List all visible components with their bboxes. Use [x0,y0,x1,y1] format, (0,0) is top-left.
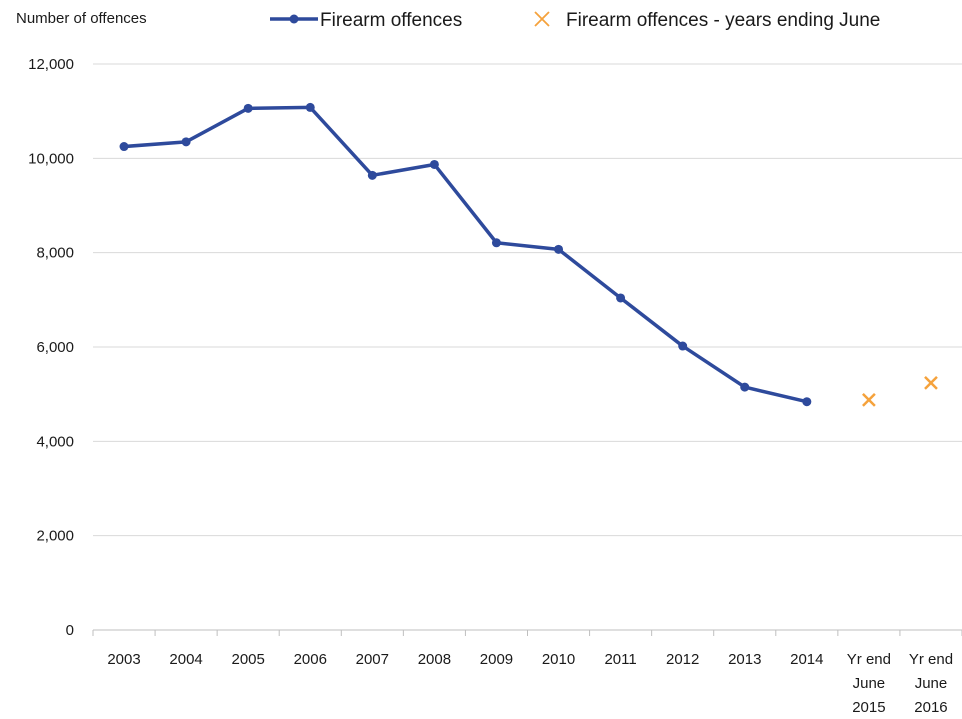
legend-swatch-marker [534,11,550,27]
data-point [740,382,750,392]
x-tick-label-line: 2011 [604,651,636,668]
x-tick-label-line: 2004 [169,651,202,668]
data-point [429,159,439,169]
data-point [554,244,564,254]
x-tick-label: 2006 [294,651,327,668]
y-axis-ticks: 0 2,000 4,000 6,000 8,000 10,000 12,000 [28,56,74,639]
x-tick-label: 2009 [480,651,513,668]
x-tick-label-line: 2016 [914,699,947,716]
gridlines [93,63,962,537]
series-line [123,105,808,404]
data-point [243,103,253,113]
legend-label: Firearm offences - years ending June [566,10,880,31]
legend: Firearm offences Firearm offences - years… [270,10,880,31]
x-tick-label: 2007 [356,651,389,668]
y-tick-label: 8,000 [36,245,74,262]
x-tick-label-line: 2013 [728,651,761,668]
x-tick-label-line: 2012 [666,651,699,668]
data-point [181,137,191,147]
data-point [862,392,876,407]
data-point [305,102,315,112]
x-tick-label: 2012 [666,651,699,668]
x-tick-label: 2010 [542,651,575,668]
series-1 [119,102,812,407]
x-tick-label-line: 2005 [231,651,264,668]
x-tick-label-line: 2009 [480,651,513,668]
data-point [367,170,377,180]
x-tick-label-line: June [853,675,886,692]
data-point [491,238,501,248]
x-axis: 2003 2004 2005 2006 2007 2008 2009 2010 2011 2012… [92,629,962,716]
x-tick-label-line: 2006 [294,651,327,668]
y-tick-label: 10,000 [28,150,74,167]
x-tick-label: 2005 [231,651,264,668]
x-tick-label-line: June [915,675,948,692]
data-point [924,375,938,390]
y-tick-label: 12,000 [28,56,74,73]
x-tick-label: Yr end June 2016 [909,651,953,716]
x-tick-label: Yr end June 2015 [847,651,891,716]
x-tick-label-line: 2007 [356,651,389,668]
x-tick-label: 2003 [107,651,140,668]
data-point [678,341,688,351]
legend-label: Firearm offences [320,10,462,31]
y-tick-label: 0 [66,622,74,639]
x-tick-label-line: 2015 [852,699,885,716]
x-tick-label: 2013 [728,651,761,668]
x-tick-label: 2004 [169,651,202,668]
data-point [119,142,129,152]
y-axis-title: Number of offences [16,10,147,27]
x-tick-label-line: 2010 [542,651,575,668]
legend-swatch-marker [289,14,299,24]
x-tick-label-line: 2003 [107,651,140,668]
x-tick-label-line: Yr end [847,651,891,668]
x-tick-label-line: Yr end [909,651,953,668]
y-tick-label: 4,000 [36,433,74,450]
y-tick-label: 6,000 [36,339,74,356]
x-tick-label-line: 2008 [418,651,451,668]
series-2 [862,375,938,407]
x-tick-label-line: 2014 [790,651,823,668]
data-point [616,293,626,303]
x-tick-label: 2011 [604,651,636,668]
y-tick-label: 2,000 [36,528,74,545]
series-layer [119,102,938,407]
x-tick-label: 2014 [790,651,823,668]
data-point [802,397,812,407]
x-tick-label: 2008 [418,651,451,668]
